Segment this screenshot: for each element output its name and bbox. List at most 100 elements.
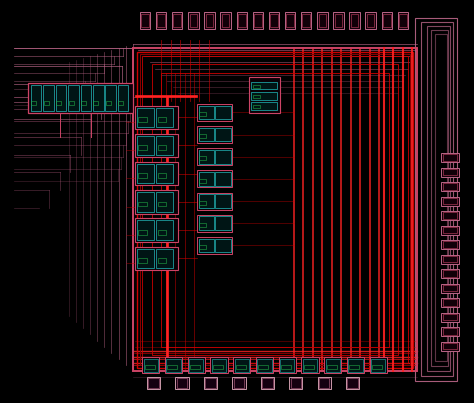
Bar	[135, 134, 178, 157]
Bar	[156, 192, 173, 212]
Bar	[156, 108, 173, 127]
Bar	[441, 226, 459, 235]
Bar	[44, 101, 49, 105]
Bar	[441, 168, 459, 177]
Bar	[215, 216, 231, 230]
Bar	[261, 377, 274, 389]
Bar	[165, 357, 182, 373]
Bar	[81, 101, 86, 105]
Bar	[215, 172, 231, 186]
Bar	[204, 12, 215, 29]
Bar	[441, 327, 459, 336]
Bar	[56, 85, 66, 111]
Bar	[232, 377, 246, 389]
Bar	[199, 134, 206, 138]
Bar	[441, 269, 459, 278]
Bar	[197, 126, 232, 143]
Bar	[382, 12, 392, 29]
Bar	[166, 96, 168, 370]
Bar	[258, 365, 268, 369]
Bar	[158, 202, 166, 206]
Bar	[69, 101, 73, 105]
Bar	[215, 106, 231, 119]
Bar	[269, 12, 279, 29]
Bar	[135, 95, 197, 97]
Bar	[443, 285, 457, 291]
Bar	[141, 14, 149, 27]
Bar	[441, 298, 459, 307]
Bar	[158, 145, 166, 150]
Bar	[156, 164, 173, 183]
Bar	[210, 357, 228, 373]
Bar	[156, 12, 166, 29]
Bar	[118, 101, 123, 105]
Bar	[270, 14, 278, 27]
Bar	[253, 105, 260, 108]
Bar	[31, 101, 36, 105]
Bar	[152, 64, 398, 355]
Bar	[148, 378, 159, 388]
Bar	[199, 194, 214, 208]
Bar	[443, 198, 457, 204]
Bar	[212, 359, 226, 372]
Bar	[346, 377, 359, 389]
Bar	[317, 12, 328, 29]
Bar	[188, 357, 205, 373]
Bar	[347, 357, 364, 373]
Bar	[441, 211, 459, 220]
Bar	[199, 201, 206, 205]
Bar	[215, 194, 231, 208]
Bar	[318, 377, 331, 389]
Bar	[254, 14, 262, 27]
Bar	[137, 52, 413, 368]
Bar	[199, 172, 214, 186]
Bar	[135, 218, 178, 242]
Bar	[319, 378, 329, 388]
Bar	[157, 14, 165, 27]
Bar	[215, 239, 231, 252]
Bar	[233, 357, 250, 373]
Bar	[441, 313, 459, 322]
Bar	[257, 359, 272, 372]
Bar	[441, 342, 459, 351]
Bar	[372, 365, 382, 369]
Bar	[137, 249, 154, 268]
Bar	[142, 56, 408, 363]
Bar	[158, 258, 166, 263]
Bar	[443, 241, 457, 248]
Bar	[199, 106, 214, 119]
Bar	[326, 359, 340, 372]
Bar	[222, 14, 229, 27]
Bar	[441, 153, 459, 162]
Bar	[383, 14, 391, 27]
Bar	[133, 48, 417, 371]
Bar	[144, 359, 158, 372]
Bar	[441, 255, 459, 264]
Bar	[347, 378, 358, 388]
Bar	[135, 162, 178, 185]
Bar	[204, 377, 217, 389]
Bar	[443, 227, 457, 233]
Bar	[105, 85, 116, 111]
Bar	[301, 357, 319, 373]
Bar	[253, 85, 260, 88]
Bar	[138, 202, 147, 206]
Bar	[443, 256, 457, 262]
Bar	[238, 14, 246, 27]
Bar	[43, 85, 54, 111]
Bar	[262, 378, 273, 388]
Bar	[81, 85, 91, 111]
Bar	[431, 30, 448, 366]
Bar	[199, 150, 214, 164]
Bar	[197, 193, 232, 210]
Bar	[199, 239, 214, 252]
Bar	[137, 192, 154, 212]
Bar	[443, 270, 457, 277]
Bar	[142, 357, 159, 373]
Bar	[137, 220, 154, 240]
Bar	[421, 22, 453, 376]
Bar	[251, 82, 277, 89]
Bar	[279, 357, 296, 373]
Bar	[253, 95, 260, 98]
Bar	[188, 12, 199, 29]
